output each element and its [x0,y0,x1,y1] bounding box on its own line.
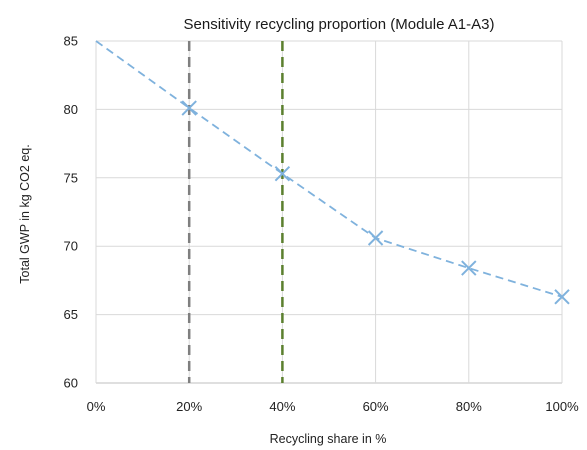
x-tick-label: 80% [456,399,482,414]
x-tick-label: 0% [87,399,106,414]
data-point-marker [181,100,197,116]
grid [95,40,563,384]
x-tick-label: 60% [363,399,389,414]
x-tick-label: 40% [269,399,295,414]
y-tick-label: 60 [64,376,78,391]
y-tick-label: 85 [64,34,78,49]
reference-lines [187,41,284,383]
tick-labels: 60 65 70 75 80 85 0% 20% 40% 60% 80% 100% [64,34,580,415]
series-layer [95,40,570,305]
x-tick-label: 20% [176,399,202,414]
data-point-marker [367,230,384,246]
series-line [95,40,563,298]
data-point-marker [274,165,291,182]
y-tick-label: 80 [64,102,78,117]
chart-title: Sensitivity recycling proportion (Module… [184,16,495,33]
y-axis-label: Total GWP in kg CO2 eq. [18,144,32,283]
y-tick-label: 75 [64,170,78,185]
y-tick-label: 70 [64,239,78,254]
data-point-marker [554,289,570,305]
data-point-marker [461,260,477,276]
x-tick-label: 100% [545,399,579,414]
x-axis-label: Recycling share in % [270,432,387,446]
y-tick-label: 65 [64,307,78,322]
